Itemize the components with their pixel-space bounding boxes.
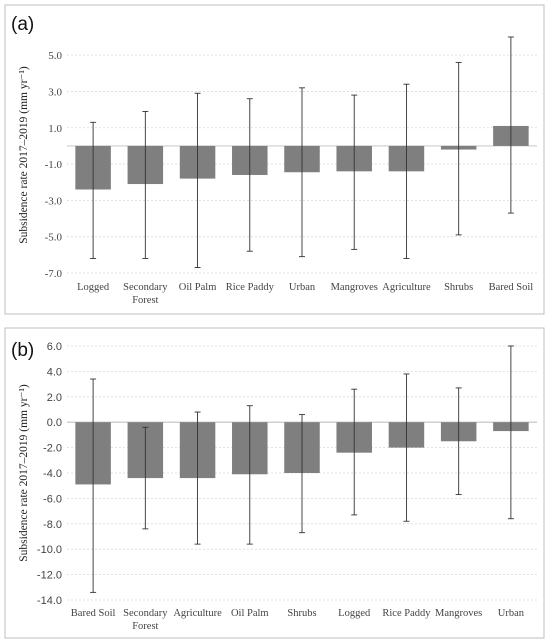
- category-label-line: Agriculture: [382, 282, 431, 293]
- y-tick-label: -4.0: [43, 468, 62, 480]
- category-label-line: Shrubs: [287, 608, 316, 619]
- category-label-line: Urban: [289, 282, 316, 293]
- category-label-line: Rice Paddy: [226, 282, 275, 293]
- y-tick-label: -5.0: [45, 232, 63, 244]
- category-label-line: Mangroves: [435, 608, 482, 619]
- category-label: Rice Paddy: [382, 608, 431, 619]
- y-axis-label: Subsidence rate 2017–2019 (mm yr⁻¹): [18, 384, 30, 562]
- y-tick-label: 5.0: [48, 50, 62, 62]
- category-label-line: Bared Soil: [71, 608, 116, 619]
- y-tick-label: -14.0: [37, 595, 62, 607]
- chart-panel-b: 6.0 4.0 2.0 0.0 -2.0 -4.0 -6.0 -8.0 -10.0 -12.0 -1…: [4, 327, 545, 639]
- category-label: Urban: [498, 608, 525, 619]
- y-tick-label: 0.0: [47, 417, 62, 429]
- category-label: Agriculture: [173, 608, 222, 619]
- y-tick-label: -3.0: [45, 195, 63, 207]
- y-tick-label: -6.0: [43, 493, 62, 505]
- category-label-line: Logged: [77, 282, 110, 293]
- category-label: Oil Palm: [179, 282, 217, 293]
- category-label: Shrubs: [287, 608, 316, 619]
- category-label: Mangroves: [435, 608, 482, 619]
- panel-label: (b): [11, 340, 34, 361]
- chart-panel-a: 5.0 3.0 1.0 -1.0 -3.0 -5.0 -7.0 Logged Secondary…: [4, 4, 545, 315]
- category-label-line: Forest: [132, 621, 158, 632]
- y-axis-label: Subsidence rate 2017–2019 (mm yr⁻¹): [18, 66, 30, 244]
- category-label: Bared Soil: [489, 282, 534, 293]
- category-label-line: Rice Paddy: [382, 608, 431, 619]
- y-tick-label: 3.0: [48, 86, 62, 98]
- y-tick-label: -8.0: [43, 519, 62, 531]
- category-label-line: Secondary: [123, 282, 168, 293]
- y-tick-label: -7.0: [45, 268, 63, 280]
- category-label: Oil Palm: [231, 608, 269, 619]
- category-label-line: Logged: [338, 608, 371, 619]
- category-label: Mangroves: [331, 282, 378, 293]
- category-label-line: Mangroves: [331, 282, 378, 293]
- category-label: Rice Paddy: [226, 282, 275, 293]
- category-label-line: Secondary: [123, 608, 168, 619]
- category-label-line: Oil Palm: [179, 282, 217, 293]
- category-label: Logged: [77, 282, 110, 293]
- y-tick-label: -10.0: [37, 544, 62, 556]
- panel-label: (a): [11, 14, 34, 35]
- category-label: Logged: [338, 608, 371, 619]
- category-label: Shrubs: [444, 282, 473, 293]
- category-label: Bared Soil: [71, 608, 116, 619]
- category-label-line: Forest: [132, 295, 158, 306]
- category-label: Secondary Forest: [123, 608, 168, 632]
- y-tick-label: 2.0: [47, 392, 62, 404]
- y-tick-label: 1.0: [48, 123, 62, 135]
- y-tick-label: -2.0: [43, 443, 62, 455]
- category-label-line: Oil Palm: [231, 608, 269, 619]
- y-tick-label: 6.0: [47, 341, 62, 353]
- y-tick-label: 4.0: [47, 366, 62, 378]
- category-label-line: Shrubs: [444, 282, 473, 293]
- category-label-line: Agriculture: [173, 608, 222, 619]
- y-tick-label: -12.0: [37, 570, 62, 582]
- category-label-line: Urban: [498, 608, 525, 619]
- category-label: Agriculture: [382, 282, 431, 293]
- category-label: Urban: [289, 282, 316, 293]
- category-label: Secondary Forest: [123, 282, 168, 306]
- category-label-line: Bared Soil: [489, 282, 534, 293]
- y-tick-label: -1.0: [45, 159, 63, 171]
